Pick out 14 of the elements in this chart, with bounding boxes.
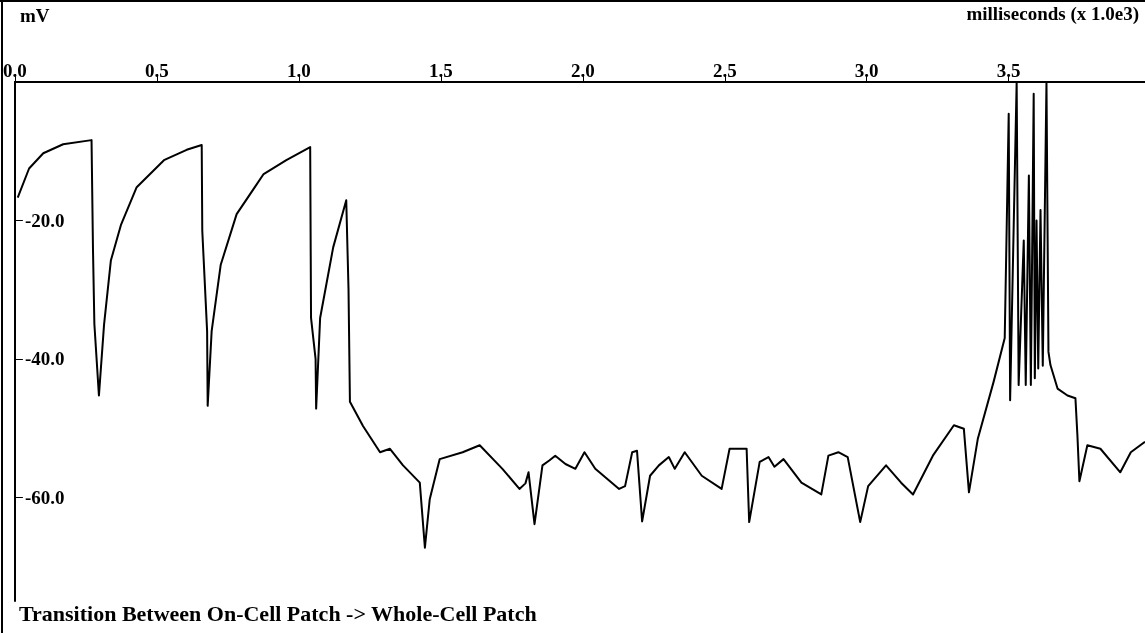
- text: Transition Between On-Cell Patch -> Whole-Cell Patch: [19, 600, 537, 626]
- y-tick-label: -40.0: [24, 348, 65, 370]
- x-axis-title: milliseconds (x 1.0e3): [966, 3, 1140, 25]
- x-tick-label: 2.5: [712, 60, 737, 81]
- y-tick-label: -60.0: [24, 486, 65, 508]
- x-tick-label: 3.0: [854, 60, 879, 81]
- x-tick-label: 2.0: [570, 60, 595, 81]
- x-tick-label: 1.5: [428, 60, 453, 81]
- y-tick-label: -20.0: [24, 209, 65, 231]
- y-axis-title: mV: [20, 5, 50, 26]
- x-tick-label: 0.5: [144, 60, 169, 81]
- x-tick-label: 0.0: [3, 60, 27, 81]
- x-tick-label: 1.0: [286, 60, 311, 81]
- x-tick-label: 3.5: [996, 60, 1021, 81]
